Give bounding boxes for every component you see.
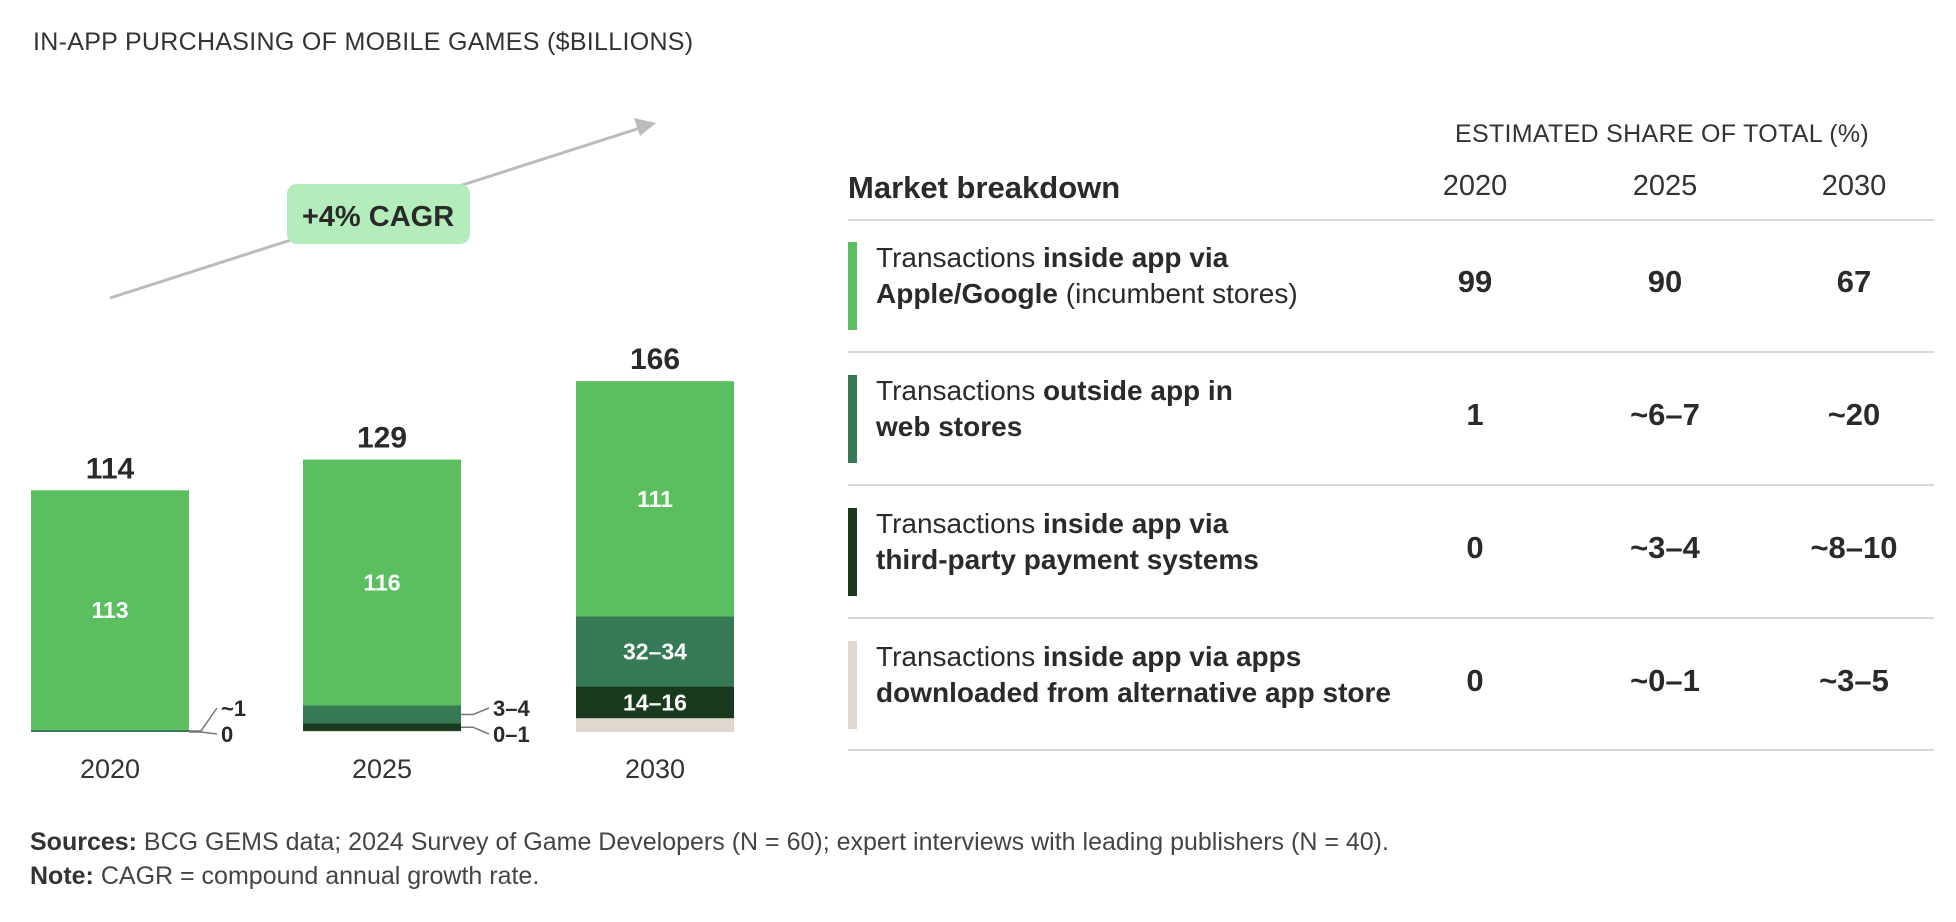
legend-swatch-incumbent	[848, 242, 857, 330]
bar-segment-web	[576, 616, 734, 687]
value-2030: 67	[1836, 264, 1872, 299]
bar-total-label: 166	[630, 343, 680, 376]
value-2030: ~3–5	[1819, 663, 1889, 698]
value-2030: ~20	[1827, 397, 1881, 432]
legend-swatch-web	[848, 375, 857, 463]
bar-segment-web	[31, 729, 189, 732]
col-year-2025: 2025	[1632, 170, 1698, 202]
row-label: Transactions inside app via third-party …	[876, 508, 1259, 575]
bar-segment-alt-store	[303, 730, 461, 732]
bar-value-label-outside: 3–4	[493, 696, 530, 721]
stacked-bar-chart: +4% CAGR 113 114 2020 116 129 2025 14–16 32–34 11…	[31, 118, 734, 784]
table-row-alt-store: Transactions inside app via apps downloa…	[848, 619, 1934, 751]
row-label: Transactions inside app via apps downloa…	[876, 641, 1391, 708]
value-2025: ~6–7	[1630, 397, 1700, 432]
definition-note: Note: CAGR = compound annual growth rate…	[30, 862, 540, 890]
bar-segment-third-party	[303, 723, 461, 731]
bar-value-label: 32–34	[623, 638, 687, 664]
cagr-badge	[287, 184, 470, 244]
value-2025: ~3–4	[1630, 530, 1700, 565]
table-divider	[848, 749, 1934, 751]
growth-arrow-head	[634, 118, 656, 136]
table-divider	[848, 219, 1934, 221]
leader-line	[461, 726, 490, 735]
value-2020: 99	[1457, 264, 1493, 299]
table-divider	[848, 351, 1934, 353]
legend-swatch-alt-store	[848, 641, 857, 729]
bar-segment-alt-store	[576, 718, 734, 732]
bar-segment-incumbent	[576, 381, 734, 617]
table-row-web: Transactions outside app in web stores 1…	[848, 353, 1934, 485]
bar-segment-web	[303, 705, 461, 724]
value-2030: ~8–10	[1810, 530, 1898, 565]
bar-value-label: 111	[637, 486, 673, 512]
table-row-incumbent: Transactions inside app via Apple/Google…	[848, 220, 1934, 352]
col-year-2030: 2030	[1821, 170, 1887, 202]
bar-value-label: 14–16	[623, 689, 687, 715]
legend-swatch-third-party	[848, 508, 857, 596]
table-row-third-party: Transactions inside app via third-party …	[848, 486, 1934, 618]
leader-line	[189, 707, 218, 732]
col-year-2020: 2020	[1442, 170, 1508, 202]
row-label: Transactions inside app via Apple/Google…	[876, 242, 1298, 309]
bar-value-label-outside: 0	[221, 722, 233, 747]
table-divider	[848, 617, 1934, 619]
cagr-label: +4% CAGR	[302, 201, 454, 233]
bar-value-label-outside: ~1	[221, 696, 246, 721]
chart-title: IN-APP PURCHASING OF MOBILE GAMES ($BILL…	[33, 28, 694, 56]
bar-value-label-outside: 0–1	[493, 722, 530, 747]
value-2025: ~0–1	[1630, 663, 1700, 698]
x-axis-label: 2030	[625, 754, 685, 784]
share-header: ESTIMATED SHARE OF TOTAL (%)	[1455, 120, 1870, 148]
bar-total-label: 129	[357, 422, 407, 455]
table-divider	[848, 484, 1934, 486]
value-2020: 1	[1466, 397, 1484, 432]
value-2020: 0	[1466, 663, 1484, 698]
leader-line	[461, 707, 490, 716]
sources-note: Sources: BCG GEMS data; 2024 Survey of G…	[30, 828, 1389, 856]
row-label: Transactions outside app in web stores	[876, 375, 1233, 442]
bar-total-label: 114	[86, 452, 135, 485]
bar-value-label: 113	[91, 597, 128, 623]
bar-segment-incumbent	[303, 459, 461, 706]
bar-segment-incumbent	[31, 490, 189, 730]
value-2020: 0	[1466, 530, 1484, 565]
bar-value-label: 116	[363, 570, 400, 596]
x-axis-label: 2020	[80, 754, 140, 784]
leader-line	[189, 731, 218, 735]
x-axis-label: 2025	[352, 754, 412, 784]
table-title: Market breakdown	[848, 170, 1121, 205]
value-2025: 90	[1647, 264, 1683, 299]
bar-segment-third-party	[576, 686, 734, 719]
